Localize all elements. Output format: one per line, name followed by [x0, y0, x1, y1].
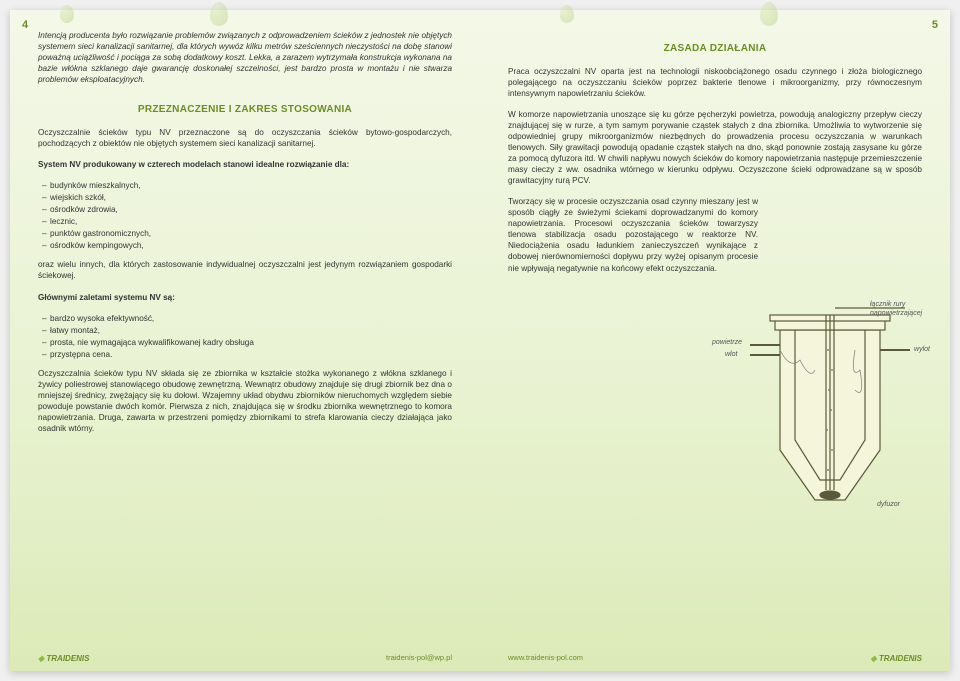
- brand-logo: TRAIDENIS: [38, 654, 90, 665]
- list-item: punktów gastronomicznych,: [38, 228, 452, 239]
- page-number: 4: [22, 18, 28, 33]
- diagram-label: łącznik rury napowietrzającej: [870, 300, 925, 319]
- diagram-label: wylot: [914, 345, 930, 354]
- list-item: bardzo wysoka efektywność,: [38, 313, 452, 324]
- right-page: 5 ZASADA DZIAŁANIA Praca oczyszczalni NV…: [480, 10, 950, 671]
- droplet-decoration: [760, 2, 778, 26]
- paragraph-bold: Głównymi zaletami systemu NV są:: [38, 292, 452, 303]
- list-item: prosta, nie wymagająca wykwalifikowanej …: [38, 337, 452, 348]
- droplet-decoration: [560, 5, 574, 23]
- diagram-label: dyfuzor: [877, 500, 900, 509]
- diagram-label: wlot: [725, 350, 737, 359]
- paragraph: oraz wielu innych, dla których zastosowa…: [38, 259, 452, 281]
- list-item: przystępna cena.: [38, 349, 452, 360]
- section-heading: ZASADA DZIAŁANIA: [508, 42, 922, 56]
- list: budynków mieszkalnych,wiejskich szkół,oś…: [38, 180, 452, 251]
- footer-url: www.traidenis-pol.com: [508, 653, 583, 663]
- list-item: łatwy montaż,: [38, 325, 452, 336]
- droplet-decoration: [60, 5, 74, 23]
- list-item: lecznic,: [38, 216, 452, 227]
- list: bardzo wysoka efektywność,łatwy montaż,p…: [38, 313, 452, 360]
- list-item: wiejskich szkół,: [38, 192, 452, 203]
- diagram-label: powietrze: [712, 338, 742, 347]
- list-item: ośrodków zdrowia,: [38, 204, 452, 215]
- list-item: ośrodków kempingowych,: [38, 240, 452, 251]
- paragraph: Tworzący się w procesie oczyszczania osa…: [508, 196, 758, 273]
- section-heading: PRZEZNACZENIE I ZAKRES STOSOWANIA: [38, 103, 452, 117]
- paragraph: W komorze napowietrzania unoszące się ku…: [508, 109, 922, 186]
- paragraph-bold: System NV produkowany w czterech modelac…: [38, 159, 452, 170]
- droplet-decoration: [210, 2, 228, 26]
- paragraph: Praca oczyszczalni NV oparta jest na tec…: [508, 66, 922, 99]
- page-number: 5: [932, 18, 938, 33]
- footer-email: traidenis-pol@wp.pl: [386, 653, 452, 663]
- tank-diagram: łącznik rury napowietrzającej powietrze …: [740, 290, 920, 530]
- left-page: 4 Intencją producenta było rozwiązanie p…: [10, 10, 480, 671]
- paragraph: Oczyszczalnia ścieków typu NV składa się…: [38, 368, 452, 434]
- paragraph: Oczyszczalnie ścieków typu NV przeznaczo…: [38, 127, 452, 149]
- list-item: budynków mieszkalnych,: [38, 180, 452, 191]
- intro-text: Intencją producenta było rozwiązanie pro…: [38, 30, 452, 85]
- brand-logo: TRAIDENIS: [871, 654, 923, 665]
